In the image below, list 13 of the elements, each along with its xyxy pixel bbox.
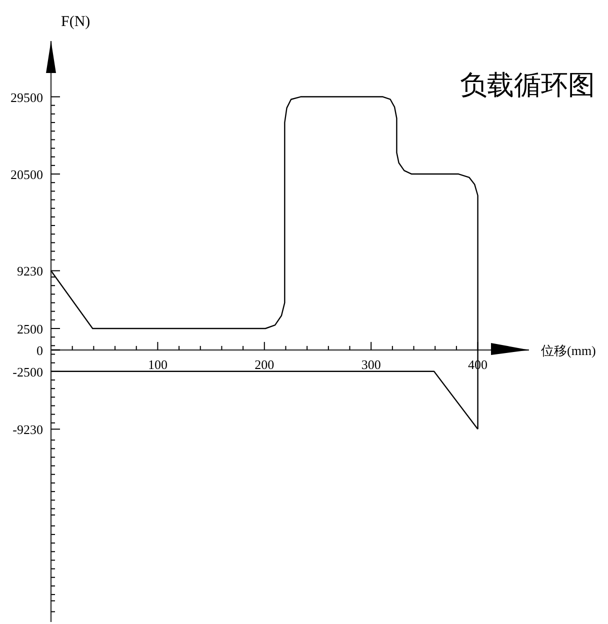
- x-tick-label: 300: [361, 356, 381, 372]
- y-tick-label: 29500: [10, 90, 43, 105]
- y-tick-label: 9230: [17, 264, 43, 279]
- y-tick-label: 20500: [10, 167, 43, 182]
- x-tick-label: 100: [148, 356, 168, 372]
- y-tick-label: 2500: [17, 321, 43, 336]
- y-tick-label: -2500: [12, 364, 43, 380]
- y-tick-label: 0: [36, 342, 43, 358]
- text: 负载循环图: [460, 70, 595, 100]
- x-axis-title: 位移(mm): [541, 342, 596, 358]
- x-tick-label: 200: [254, 356, 274, 372]
- y-axis-title: F(N): [61, 14, 90, 30]
- y-tick-label: -9230: [12, 422, 43, 438]
